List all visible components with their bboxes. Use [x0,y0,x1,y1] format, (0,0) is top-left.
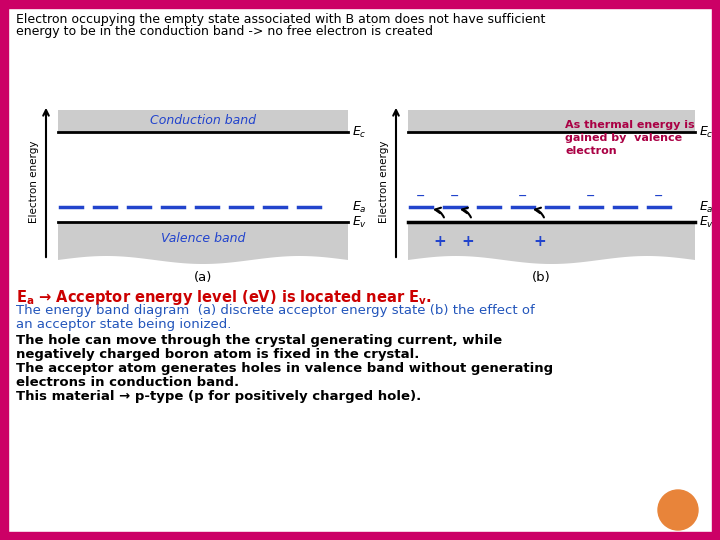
Text: Valence band: Valence band [161,233,246,246]
Text: an acceptor state being ionized.: an acceptor state being ionized. [16,318,231,331]
Text: $E_c$: $E_c$ [699,124,714,139]
Text: Electron occupying the empty state associated with B atom does not have sufficie: Electron occupying the empty state assoc… [16,13,545,26]
Text: Conduction band: Conduction band [150,114,256,127]
Text: electrons in conduction band.: electrons in conduction band. [16,376,239,389]
Text: The hole can move through the crystal generating current, while: The hole can move through the crystal ge… [16,334,502,347]
Text: −: − [654,191,664,201]
Text: Electron energy: Electron energy [29,141,39,223]
Text: The energy band diagram  (a) discrete acceptor energy state (b) the effect of: The energy band diagram (a) discrete acc… [16,304,535,317]
Bar [0,0,8,540]
Text: $E_c$: $E_c$ [352,124,366,139]
Polygon shape [408,222,695,264]
Text: +: + [534,233,546,248]
Circle shape [658,490,698,530]
Bar [58,110,348,132]
Text: $E_a$: $E_a$ [352,199,366,214]
Text: −: − [450,191,459,201]
Text: (a): (a) [194,272,212,285]
Text: This material → p-type (p for positively charged hole).: This material → p-type (p for positively… [16,390,421,403]
Text: As thermal energy is
gained by  valence
electron: As thermal energy is gained by valence e… [565,120,695,157]
Text: +: + [433,233,446,248]
Text: −: − [518,191,528,201]
Text: Electron energy: Electron energy [379,141,389,223]
Bar [0,532,720,540]
Text: $\mathbf{E_a}$ → Acceptor energy level (eV) is located near $\mathbf{E_v}$.: $\mathbf{E_a}$ → Acceptor energy level (… [16,288,432,307]
Text: The acceptor atom generates holes in valence band without generating: The acceptor atom generates holes in val… [16,362,553,375]
Text: −: − [416,191,426,201]
Bar [712,0,720,540]
Text: +: + [462,233,474,248]
Text: energy to be in the conduction band -> no free electron is created: energy to be in the conduction band -> n… [16,25,433,38]
Text: $E_v$: $E_v$ [699,214,714,230]
Bar [408,110,695,132]
Text: $E_v$: $E_v$ [352,214,367,230]
Text: −: − [586,191,595,201]
Text: (b): (b) [532,272,551,285]
Text: $E_a$: $E_a$ [699,199,714,214]
Polygon shape [58,222,348,264]
Bar [0,0,720,8]
Text: negatively charged boron atom is fixed in the crystal.: negatively charged boron atom is fixed i… [16,348,419,361]
